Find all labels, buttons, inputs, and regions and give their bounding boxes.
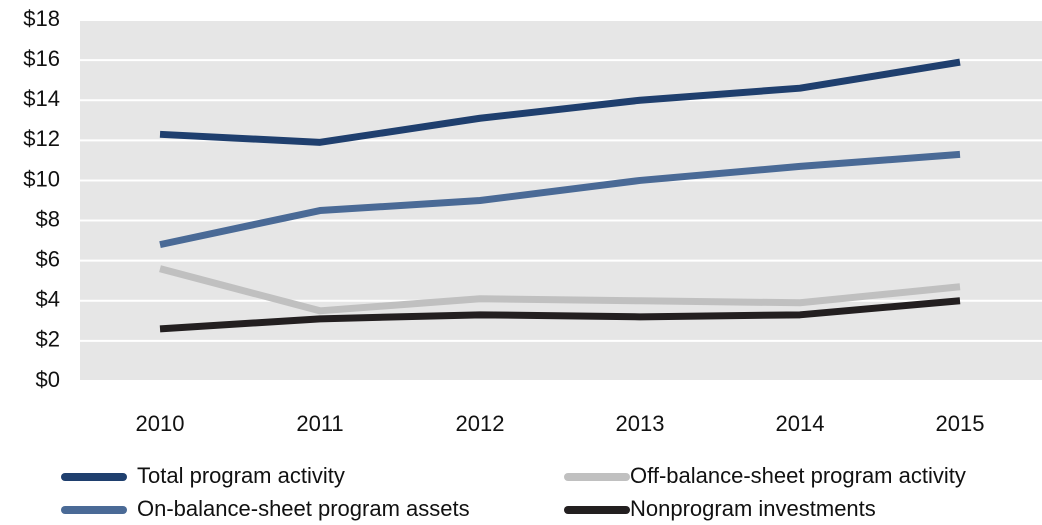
x-tick-label: 2013	[616, 411, 665, 436]
series-line	[159, 265, 961, 315]
y-tick-label: $16	[23, 46, 60, 71]
y-tick-label: $14	[23, 86, 60, 111]
series-line	[159, 150, 961, 249]
x-tick-label: 2010	[136, 411, 185, 436]
y-tick-label: $0	[36, 367, 60, 392]
y-tick-label: $10	[23, 166, 60, 191]
legend-label: Total program activity	[137, 463, 345, 488]
x-tick-label: 2012	[456, 411, 505, 436]
y-tick-label: $2	[36, 327, 60, 352]
x-tick-label: 2011	[296, 411, 343, 436]
series-line	[159, 297, 961, 333]
y-tick-label: $8	[36, 206, 60, 231]
y-tick-label: $6	[36, 246, 60, 271]
y-tick-label: $18	[23, 6, 60, 31]
legend-label: Nonprogram investments	[630, 496, 876, 521]
y-tick-label: $4	[36, 287, 60, 312]
y-tick-label: $12	[23, 126, 60, 151]
x-tick-label: 2014	[776, 411, 825, 436]
legend-label: Off-balance-sheet program activity	[630, 463, 966, 488]
series-line	[159, 58, 961, 146]
x-tick-label: 2015	[936, 411, 985, 436]
legend-label: On-balance-sheet program assets	[137, 496, 470, 521]
